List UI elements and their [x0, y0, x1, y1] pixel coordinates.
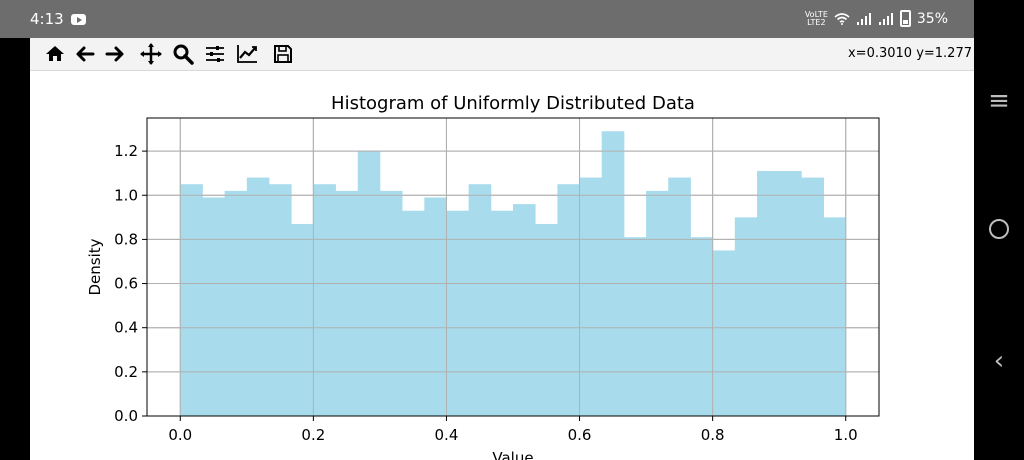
youtube-icon	[71, 14, 86, 25]
histogram-bar	[468, 184, 492, 416]
histogram-bar	[513, 204, 536, 416]
signal-icon	[856, 12, 871, 25]
network-sub-label: LTE2	[807, 17, 826, 27]
histogram-bar	[446, 210, 470, 416]
histogram-bar	[823, 217, 847, 416]
network-label: VoLTE	[804, 9, 828, 19]
status-indicators: VoLTE LTE2 35%	[805, 10, 948, 27]
x-tick-label: 0.4	[435, 426, 459, 444]
left-edge	[0, 38, 30, 460]
battery-level: 35%	[916, 10, 948, 27]
cursor-coordinates: x=0.3010 y=1.277	[847, 46, 972, 61]
home-circle-icon[interactable]	[974, 219, 1024, 243]
wifi-icon	[834, 12, 850, 25]
histogram-bar	[801, 177, 824, 416]
x-tick-label: 0.6	[568, 426, 592, 444]
x-tick-label: 0.8	[701, 426, 725, 444]
histogram-bar	[579, 177, 603, 416]
histogram-bar	[224, 190, 248, 416]
y-tick-label: 0.8	[114, 230, 138, 248]
chart-title: Histogram of Uniformly Distributed Data	[331, 93, 695, 114]
histogram-bar	[335, 190, 359, 416]
histogram-bar	[690, 237, 714, 416]
subplots-icon[interactable]	[202, 41, 228, 67]
axes-frame	[146, 117, 880, 417]
histogram-bar	[313, 184, 336, 416]
histogram-bar	[268, 184, 292, 416]
status-bar: 4:13 VoLTE LTE2 35%	[0, 0, 974, 38]
y-tick-label: 1.2	[114, 142, 138, 160]
histogram-bar	[535, 223, 558, 416]
histogram-bar	[424, 197, 447, 416]
histogram-chart[interactable]: 0.0 0.2 0.4 0.6 0.8 1.00.00.20.40.60.81.01.2 …	[30, 71, 974, 460]
histogram-bar	[291, 223, 314, 416]
matplotlib-window: x=0.3010 y=1.277 0.0 0.2 0.4 0.6 0.8 1.0 0.0 0.…	[30, 38, 974, 460]
zoom-icon[interactable]	[170, 41, 196, 67]
forward-arrow-icon[interactable]	[102, 41, 128, 67]
y-tick-label: 0.2	[114, 363, 138, 381]
x-axis-label: Value	[492, 449, 533, 460]
histogram-bar	[779, 170, 802, 416]
edit-axis-icon[interactable]	[234, 41, 260, 67]
histogram-bar	[180, 184, 203, 416]
histogram-bar	[757, 170, 780, 416]
pan-icon[interactable]	[138, 41, 164, 67]
histogram-bar	[557, 184, 580, 416]
x-tick-label: 0.0	[168, 426, 192, 444]
x-tick-label: 1.0	[834, 426, 858, 444]
histogram-bar	[734, 217, 758, 416]
home-icon[interactable]	[42, 41, 68, 67]
y-tick-label: 0.4	[114, 319, 138, 337]
volte-indicator: VoLTE LTE2	[804, 9, 828, 27]
histogram-bar	[246, 177, 270, 416]
histogram-bar	[402, 210, 425, 416]
back-icon[interactable]: ‹	[993, 346, 1005, 376]
histogram-bar	[623, 237, 647, 416]
histogram-bar	[202, 197, 226, 416]
signal-icon	[878, 12, 893, 25]
histogram-bar	[490, 210, 514, 416]
battery-icon	[899, 10, 911, 27]
histogram-bar	[646, 190, 669, 416]
y-tick-label: 0.6	[114, 275, 138, 293]
histogram-bar	[712, 250, 736, 416]
menu-icon[interactable]: ≡	[988, 86, 1010, 116]
histogram-bar	[379, 190, 403, 416]
histogram-bar	[668, 177, 691, 416]
save-icon[interactable]	[270, 41, 296, 67]
navigation-bar: ≡ ‹	[974, 0, 1024, 460]
back-arrow-icon[interactable]	[72, 41, 98, 67]
y-tick-label: 1.0	[114, 186, 138, 204]
status-time: 4:13	[30, 10, 64, 28]
x-tick-label: 0.2	[301, 426, 325, 444]
toolbar: x=0.3010 y=1.277	[30, 38, 974, 71]
y-axis-label: Density	[86, 238, 104, 295]
histogram-bar	[601, 131, 625, 416]
y-tick-label: 0.0	[114, 407, 138, 425]
